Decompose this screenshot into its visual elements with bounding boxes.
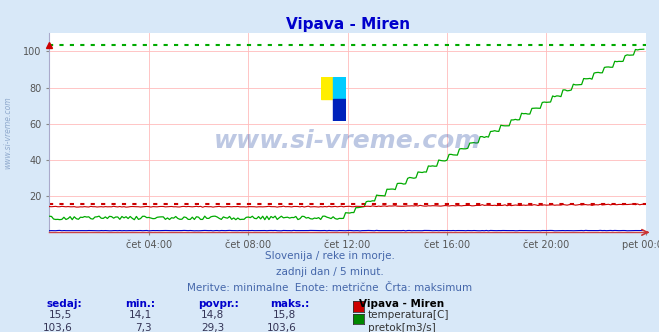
Title: Vipava - Miren: Vipava - Miren [285, 17, 410, 32]
Text: 103,6: 103,6 [267, 323, 297, 332]
Text: 14,8: 14,8 [201, 310, 224, 320]
Text: www.si-vreme.com: www.si-vreme.com [3, 97, 13, 169]
Text: zadnji dan / 5 minut.: zadnji dan / 5 minut. [275, 267, 384, 277]
Text: temperatura[C]: temperatura[C] [368, 310, 449, 320]
Text: 29,3: 29,3 [201, 323, 224, 332]
Text: 15,5: 15,5 [49, 310, 72, 320]
Text: 14,1: 14,1 [129, 310, 152, 320]
Text: 103,6: 103,6 [43, 323, 72, 332]
Text: pretok[m3/s]: pretok[m3/s] [368, 323, 436, 332]
Text: povpr.:: povpr.: [198, 299, 239, 309]
Text: Vipava - Miren: Vipava - Miren [359, 299, 444, 309]
Text: sedaj:: sedaj: [46, 299, 82, 309]
Text: Meritve: minimalne  Enote: metrične  Črta: maksimum: Meritve: minimalne Enote: metrične Črta:… [187, 283, 472, 293]
Text: 15,8: 15,8 [273, 310, 297, 320]
Text: maks.:: maks.: [270, 299, 310, 309]
Text: Slovenija / reke in morje.: Slovenija / reke in morje. [264, 251, 395, 261]
Text: 7,3: 7,3 [135, 323, 152, 332]
Text: min.:: min.: [125, 299, 156, 309]
Text: www.si-vreme.com: www.si-vreme.com [214, 129, 481, 153]
